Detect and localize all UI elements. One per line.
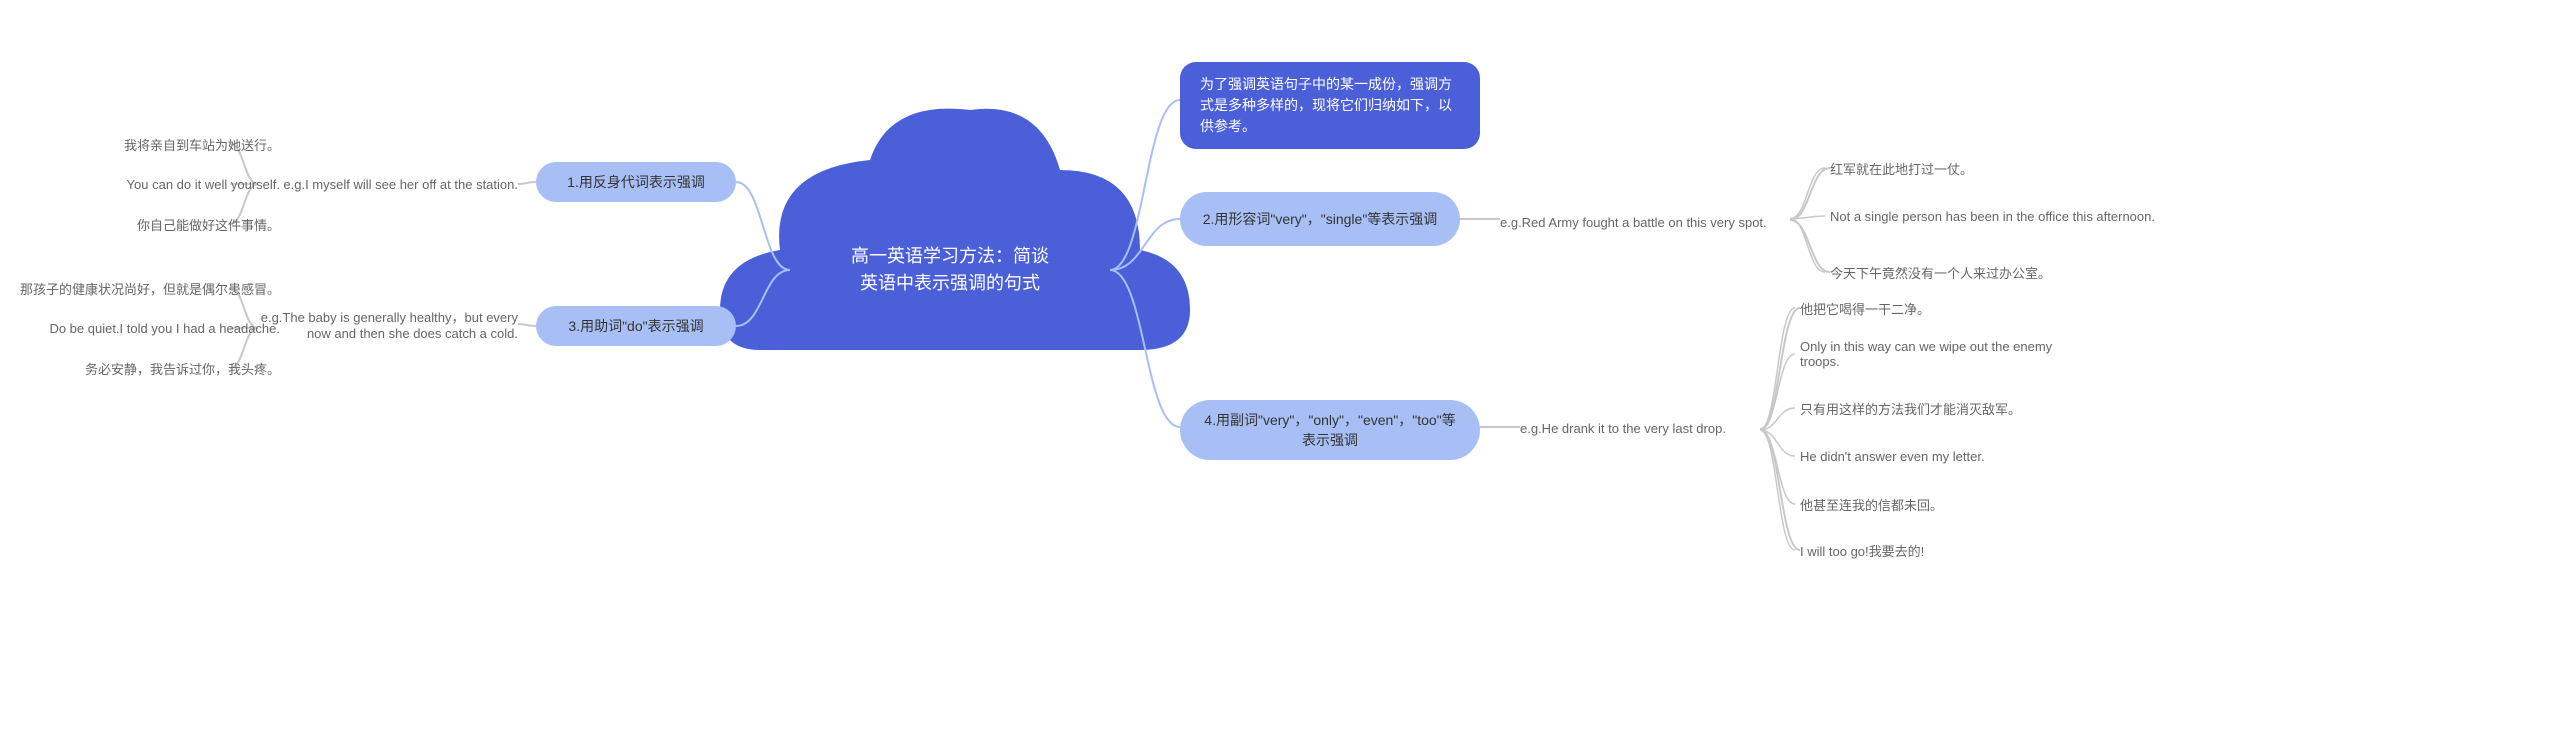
node-label: 3.用助词"do"表示强调 (568, 316, 703, 336)
node-n2e2: Not a single person has been in the offi… (1830, 200, 2160, 232)
node-n3e: e.g.The baby is generally healthy，but ev… (258, 300, 518, 348)
node-label: 4.用副词"very"，"only"，"even"，"too"等表示强调 (1200, 410, 1460, 450)
node-n4e1: 他把它喝得一干二净。 (1800, 298, 2100, 318)
node-label: He didn't answer even my letter. (1800, 449, 1985, 464)
node-n4: 4.用副词"very"，"only"，"even"，"too"等表示强调 (1180, 400, 1480, 460)
node-n1e1: 我将亲自到车站为她送行。 (80, 134, 280, 154)
connector (1790, 168, 1830, 272)
node-n1e2: You can do it well yourself. (80, 174, 280, 194)
node-n4e: e.g.He drank it to the very last drop. (1520, 418, 1760, 438)
node-label: 他把它喝得一干二净。 (1800, 299, 1930, 318)
node-n2: 2.用形容词"very"，"single"等表示强调 (1180, 192, 1460, 246)
node-n3e1: 那孩子的健康状况尚好，但就是偶尔患感冒。 (20, 278, 280, 298)
node-label: e.g.He drank it to the very last drop. (1520, 421, 1726, 436)
node-n4e4: He didn't answer even my letter. (1800, 446, 2080, 466)
node-label: 务必安静，我告诉过你，我头疼。 (85, 359, 280, 378)
node-n3e3: 务必安静，我告诉过你，我头疼。 (20, 358, 280, 378)
node-label: Do be quiet.I told you I had a headache. (49, 321, 280, 336)
node-n4e3: 只有用这样的方法我们才能消灭敌军。 (1800, 398, 2100, 418)
node-n1e: e.g.I myself will see her off at the sta… (258, 174, 518, 194)
connector-leaf (1790, 219, 1825, 272)
node-n2e: e.g.Red Army fought a battle on this ver… (1500, 206, 1790, 238)
connector-leaf (1760, 430, 1795, 550)
node-n1e3: 你自己能做好这件事情。 (80, 214, 280, 234)
node-label: 我将亲自到车站为她送行。 (124, 135, 280, 154)
node-label: 你自己能做好这件事情。 (137, 215, 280, 234)
node-label: 为了强调英语句子中的某一成份，强调方式是多种多样的，现将它们归纳如下，以供参考。 (1200, 74, 1460, 137)
center-label: 高一英语学习方法：简谈 英语中表示强调的句式 (851, 243, 1049, 297)
node-label: Not a single person has been in the offi… (1830, 209, 2155, 224)
node-label: You can do it well yourself. (127, 177, 280, 192)
node-n3: 3.用助词"do"表示强调 (536, 306, 736, 346)
node-label: 2.用形容词"very"，"single"等表示强调 (1203, 209, 1438, 229)
node-n4e2: Only in this way can we wipe out the ene… (1800, 338, 2080, 370)
connector-leaf (1790, 168, 1825, 219)
node-label: e.g.Red Army fought a battle on this ver… (1500, 215, 1767, 230)
node-n4e5: 他甚至连我的信都未回。 (1800, 494, 2060, 514)
node-label: 他甚至连我的信都未回。 (1800, 495, 1943, 514)
node-label: 那孩子的健康状况尚好，但就是偶尔患感冒。 (20, 279, 280, 298)
node-label: 红军就在此地打过一仗。 (1830, 159, 1973, 178)
connector (518, 182, 536, 184)
connector (518, 324, 536, 326)
node-intro: 为了强调英语句子中的某一成份，强调方式是多种多样的，现将它们归纳如下，以供参考。 (1180, 62, 1480, 149)
node-label: e.g.I myself will see her off at the sta… (283, 177, 518, 192)
node-label: e.g.The baby is generally healthy，but ev… (258, 307, 518, 341)
node-n3e2: Do be quiet.I told you I had a headache. (20, 318, 280, 338)
node-n2e1: 红军就在此地打过一仗。 (1830, 158, 2130, 178)
node-label: 1.用反身代词表示强调 (567, 172, 705, 192)
center-node: 高一英语学习方法：简谈 英语中表示强调的句式 (820, 230, 1080, 310)
node-label: 只有用这样的方法我们才能消灭敌军。 (1800, 399, 2021, 418)
node-n2e3: 今天下午竟然没有一个人来过办公室。 (1830, 262, 2150, 282)
node-label: 今天下午竟然没有一个人来过办公室。 (1830, 263, 2051, 282)
node-label: Only in this way can we wipe out the ene… (1800, 339, 2080, 369)
node-label: I will too go!我要去的! (1800, 541, 1924, 560)
node-n4e6: I will too go!我要去的! (1800, 540, 2060, 560)
connector-leaf (1760, 308, 1795, 430)
node-n1: 1.用反身代词表示强调 (536, 162, 736, 202)
